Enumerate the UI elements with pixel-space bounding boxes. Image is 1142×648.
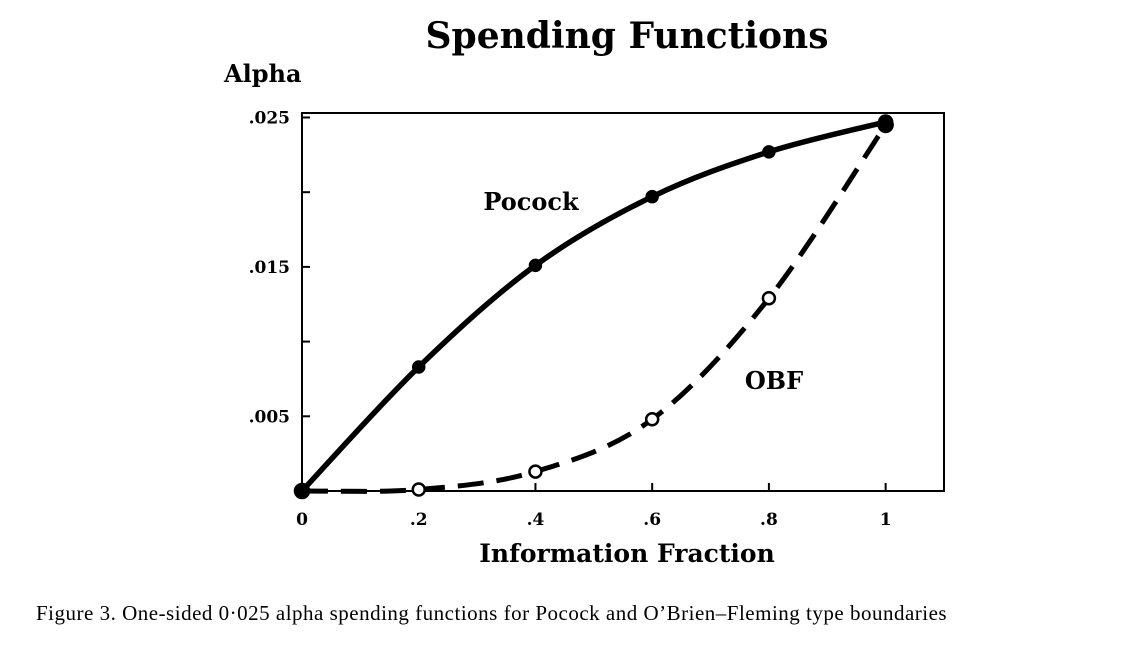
data-point-obf xyxy=(761,291,777,306)
data-point-obf xyxy=(293,482,311,500)
x-tick-label: 1 xyxy=(880,510,892,530)
figure-caption: Figure 3. One-sided 0·025 alpha spending… xyxy=(36,601,948,625)
series-label-pocock: Pocock xyxy=(483,187,580,216)
data-point-pocock xyxy=(645,189,659,204)
series-line-obf xyxy=(301,123,888,494)
plot-frame xyxy=(301,112,945,492)
x-axis-label: Information Fraction xyxy=(479,539,775,568)
chart-title: Spending Functions xyxy=(426,15,829,57)
data-point-obf xyxy=(644,412,660,427)
y-tick-label: .005 xyxy=(249,407,290,427)
data-point-obf xyxy=(877,116,894,134)
data-point-pocock xyxy=(762,145,776,159)
series-label-obf: OBF xyxy=(745,366,803,395)
x-tick-label: .6 xyxy=(643,510,661,530)
data-point-obf xyxy=(411,482,426,497)
x-tick-label: .2 xyxy=(410,510,428,530)
x-tick-label: 0 xyxy=(296,510,308,530)
y-tick-label: .025 xyxy=(249,108,290,128)
data-point-pocock xyxy=(411,360,426,374)
y-tick-label: .015 xyxy=(249,258,290,278)
x-tick-label: .4 xyxy=(527,510,545,530)
axis-ticks: 0 .2 .4 .6 .8 1 .005 .015 .025 xyxy=(249,108,892,530)
series-line-pocock xyxy=(299,119,887,493)
series-layer xyxy=(293,114,894,500)
data-point-pocock xyxy=(528,258,543,273)
x-tick-label: .8 xyxy=(760,510,778,530)
data-point-obf xyxy=(528,464,543,479)
y-axis-label: Alpha xyxy=(223,59,302,88)
